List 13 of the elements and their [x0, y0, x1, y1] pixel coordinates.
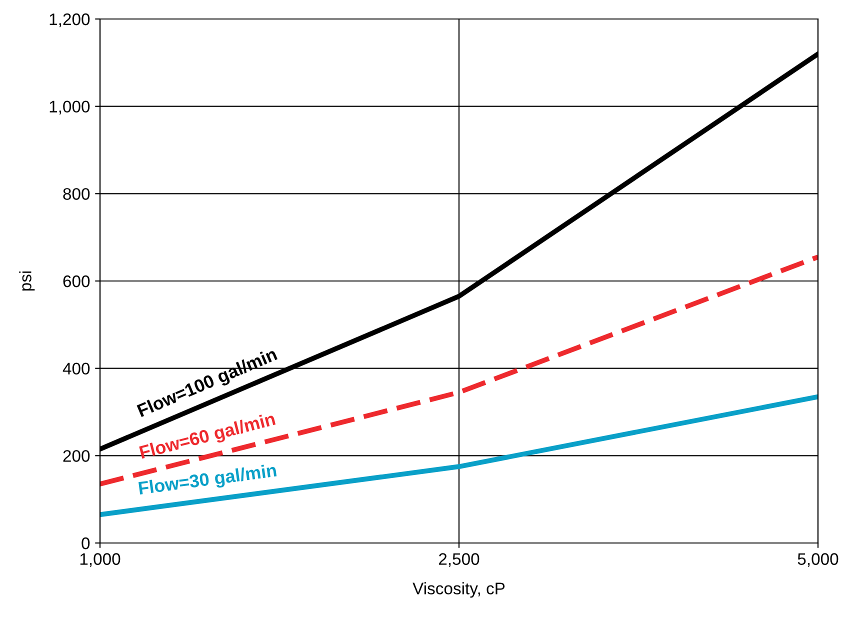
y-axis-title: psi — [19, 271, 35, 291]
y-tick-label: 400 — [62, 362, 90, 375]
y-tick-label: 200 — [63, 450, 90, 462]
text: Flow=30 gal/min — [138, 463, 278, 498]
x-axis-title: Viscosity, cP — [412, 582, 505, 598]
y-tick-label: 800 — [63, 188, 90, 200]
x-tick-label: 1,000 — [80, 553, 120, 567]
y-tick-label: 600 — [63, 275, 90, 288]
y-tick-label: 0 — [82, 537, 90, 550]
y-tick-label: 1,000 — [50, 100, 90, 115]
y-tick-label: 1,200 — [50, 13, 90, 28]
x-tick-label: 5,000 — [798, 553, 838, 567]
x-tick-label: 2,500 — [438, 553, 480, 567]
